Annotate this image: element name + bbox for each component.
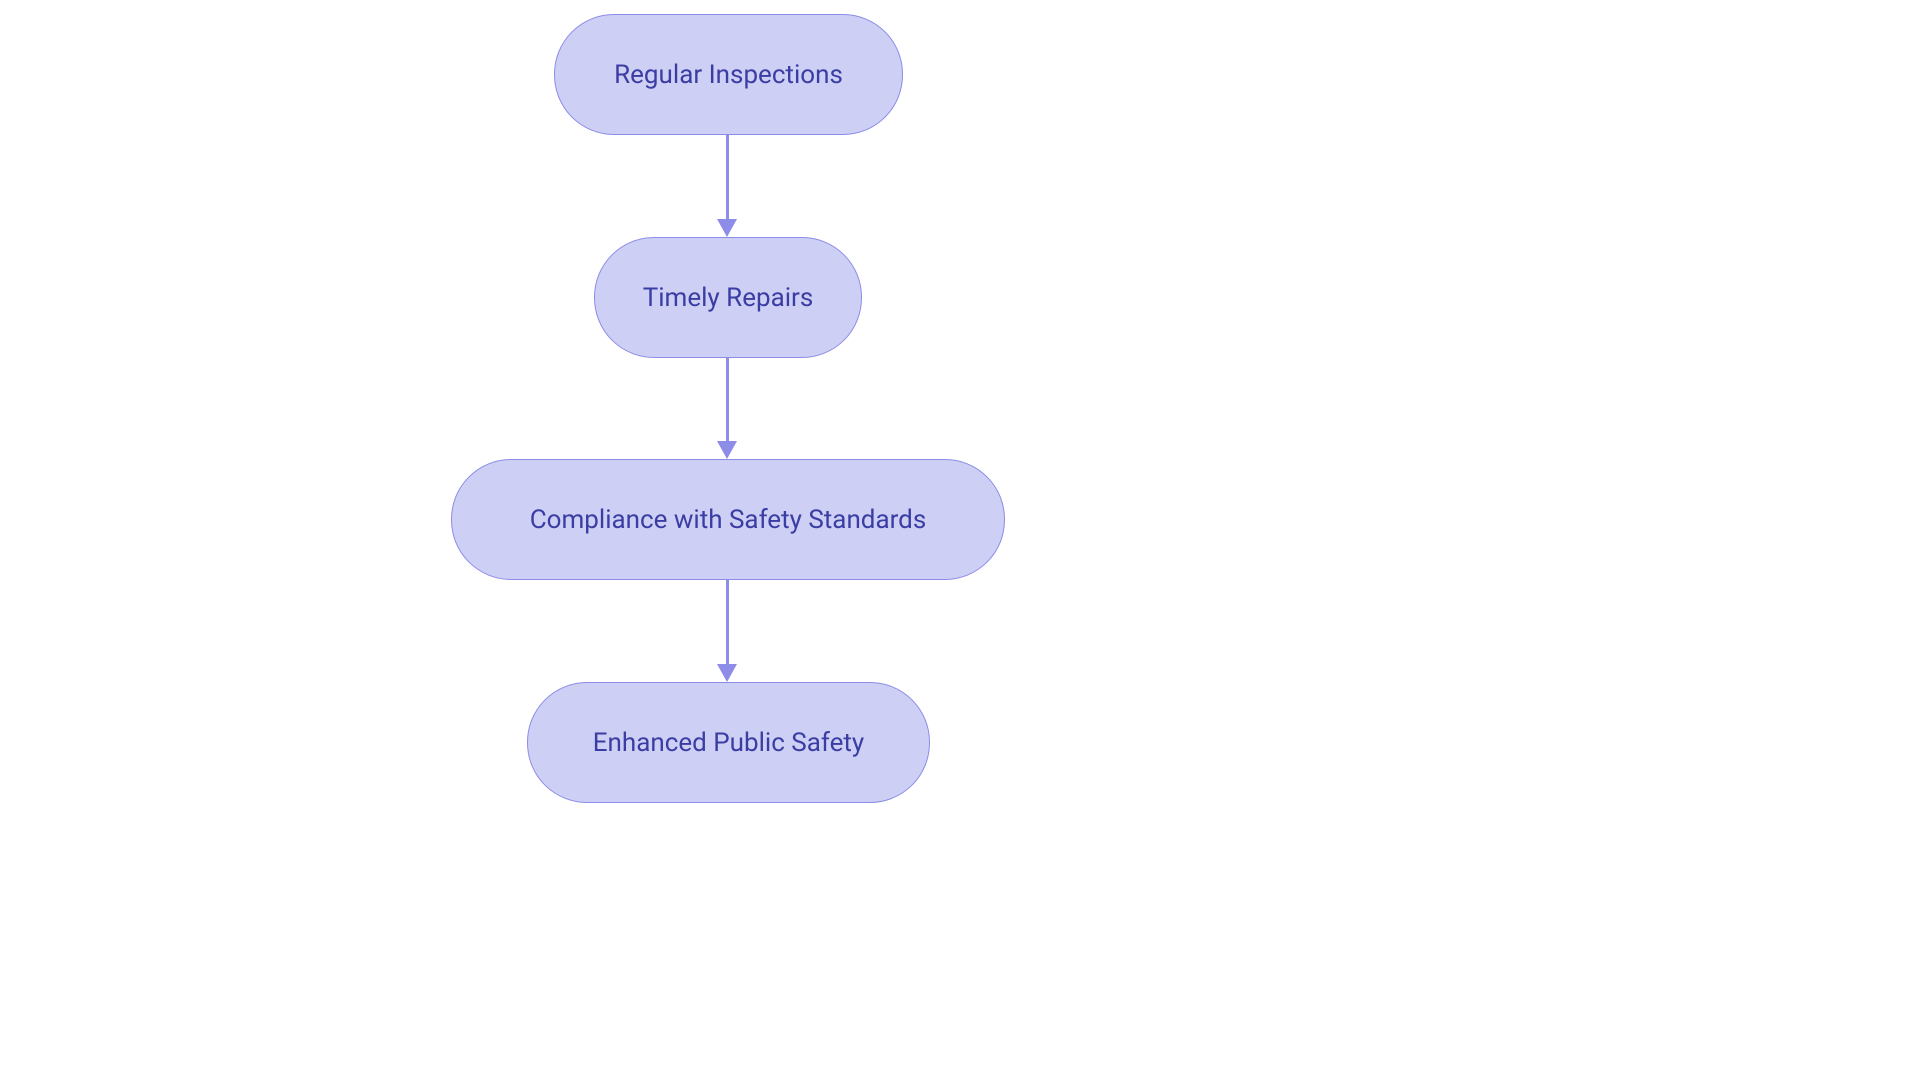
edge-arrow-2 (717, 441, 737, 459)
edge-line-3 (726, 580, 729, 664)
node-label: Compliance with Safety Standards (530, 505, 927, 535)
node-label: Regular Inspections (614, 60, 843, 90)
node-regular-inspections: Regular Inspections (554, 14, 903, 135)
edge-arrow-3 (717, 664, 737, 682)
flowchart-container: Regular Inspections Timely Repairs Compl… (0, 0, 1920, 1083)
node-label: Enhanced Public Safety (593, 728, 864, 758)
edge-arrow-1 (717, 219, 737, 237)
node-public-safety: Enhanced Public Safety (527, 682, 930, 803)
node-timely-repairs: Timely Repairs (594, 237, 862, 358)
node-label: Timely Repairs (643, 283, 814, 313)
edge-line-2 (726, 358, 729, 441)
edge-line-1 (726, 135, 729, 219)
node-compliance: Compliance with Safety Standards (451, 459, 1005, 580)
